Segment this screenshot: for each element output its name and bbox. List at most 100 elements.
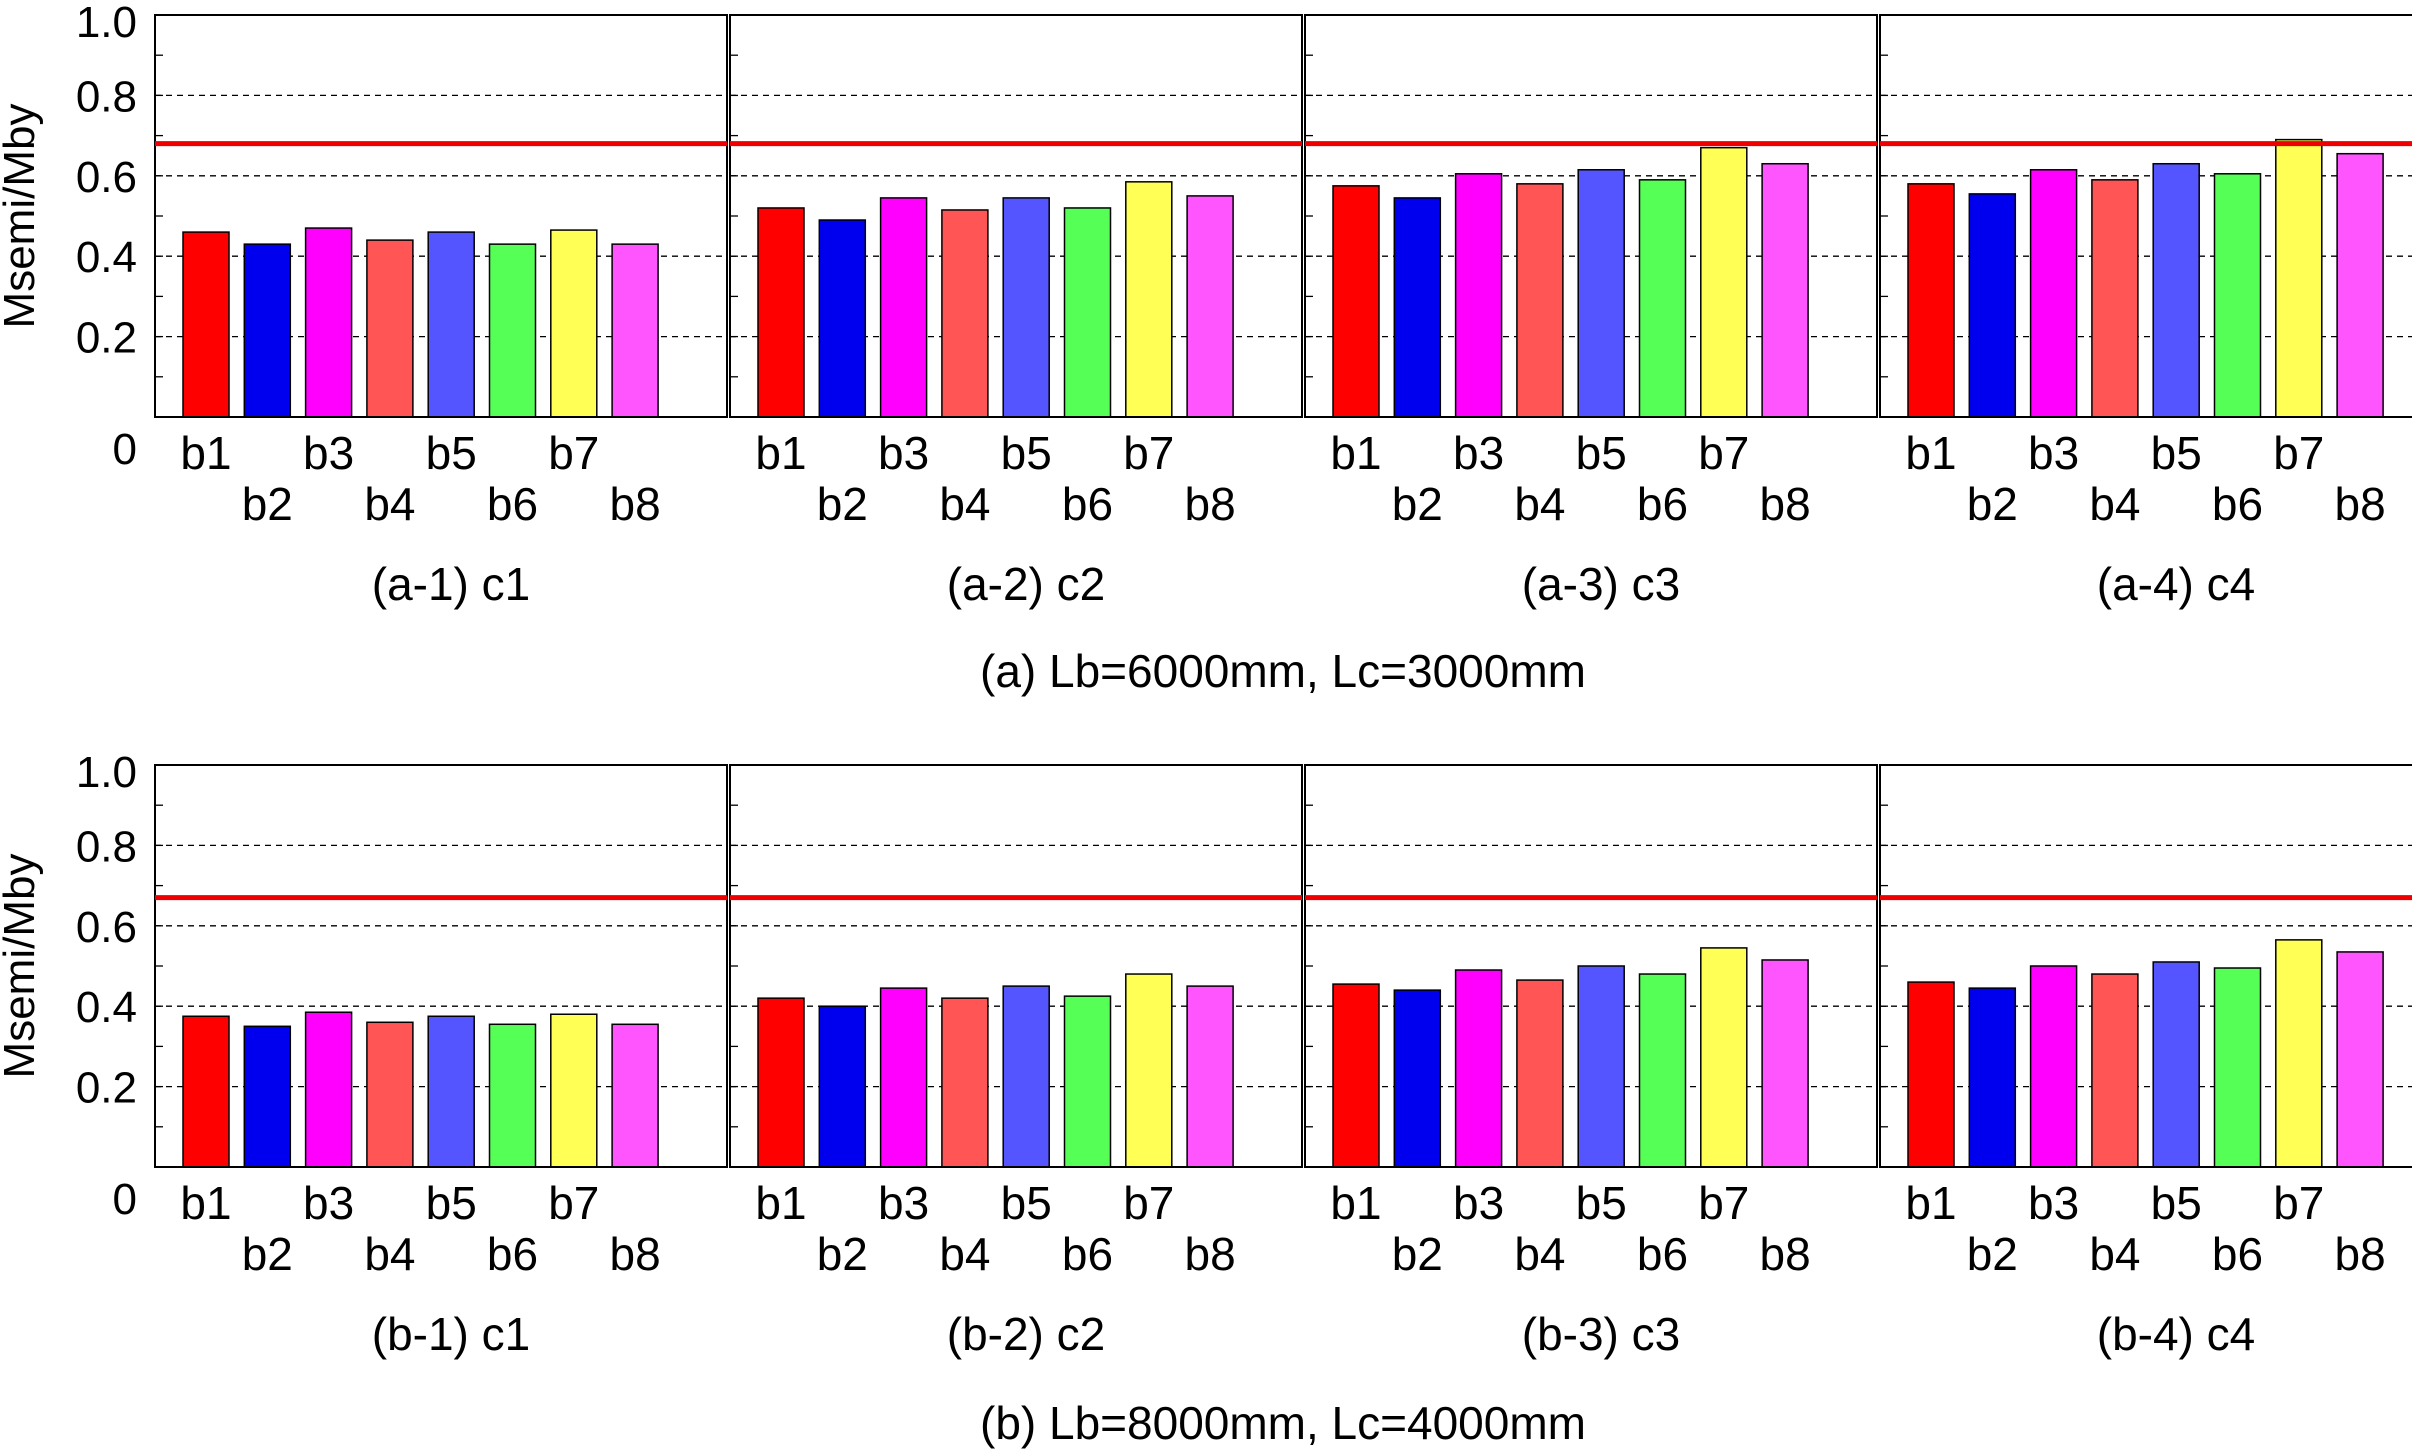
bar-b5 (427, 231, 475, 418)
bar-b4 (366, 239, 414, 418)
x-tick-label: b6 (1062, 478, 1113, 530)
bar-b8 (1186, 195, 1234, 418)
x-tick-label: b6 (2212, 1228, 2263, 1280)
bar-b5 (427, 1015, 475, 1168)
x-tick-label: b7 (1698, 427, 1749, 479)
bar-b6 (488, 243, 537, 418)
bar-b4 (1516, 183, 1564, 418)
bar-b5 (1577, 965, 1625, 1168)
x-tick-label: b7 (1123, 427, 1174, 479)
panel-title: (a-4) c4 (2097, 558, 2255, 610)
x-tick-label: b5 (2151, 1177, 2202, 1229)
bar-b4 (2091, 973, 2139, 1168)
bar-b2 (1968, 987, 2017, 1168)
bar-b1 (1907, 981, 1955, 1168)
x-tick-label: b6 (487, 1228, 538, 1280)
plot-frame (154, 764, 728, 1168)
bar-b7 (2275, 138, 2323, 418)
plot-frame (1304, 764, 1878, 1168)
bar-b1 (1332, 185, 1380, 418)
bar-b3 (1454, 969, 1503, 1168)
x-tick-label: b2 (817, 478, 868, 530)
panel-title: (b-2) c2 (947, 1308, 1105, 1360)
y-tick-label: 0.8 (76, 822, 137, 871)
x-tick-label: b7 (548, 427, 599, 479)
bar-b5 (2152, 961, 2200, 1168)
y-tick-label: 0.4 (76, 983, 137, 1032)
panel-title: (b-3) c3 (1522, 1308, 1680, 1360)
group-caption-a: (a) Lb=6000mm, Lc=3000mm (980, 645, 1586, 697)
x-tick-label: b6 (1637, 1228, 1688, 1280)
y-tick-label: 0.2 (76, 314, 137, 363)
bar-b8 (1761, 959, 1809, 1168)
y-tick-label: 0 (113, 1175, 137, 1224)
bar-b6 (488, 1023, 537, 1168)
bar-b3 (1454, 173, 1503, 418)
y-tick-label: 1.0 (76, 0, 137, 47)
x-tick-label: b1 (1330, 427, 1381, 479)
plot-frame (729, 764, 1303, 1168)
x-tick-label: b2 (817, 1228, 868, 1280)
x-tick-label: b2 (1967, 1228, 2018, 1280)
bar-b3 (304, 1011, 353, 1168)
bar-b4 (941, 997, 989, 1168)
bar-b8 (2336, 951, 2384, 1168)
bar-b2 (1968, 193, 2017, 418)
bar-b2 (1393, 197, 1442, 418)
group-caption-b: (b) Lb=8000mm, Lc=4000mm (980, 1397, 1586, 1449)
bar-b2 (818, 219, 867, 418)
plot-frame (1879, 764, 2412, 1168)
x-tick-label: b8 (610, 1228, 661, 1280)
bar-b8 (611, 243, 659, 418)
y-tick-label: 1.0 (76, 748, 137, 797)
y-tick-label: 0.6 (76, 153, 137, 202)
x-tick-label: b7 (548, 1177, 599, 1229)
x-tick-label: b7 (1123, 1177, 1174, 1229)
bar-b5 (2152, 162, 2200, 418)
x-tick-label: b6 (487, 478, 538, 530)
x-tick-label: b4 (2089, 478, 2140, 530)
y-tick-label: 0.2 (76, 1064, 137, 1113)
x-tick-label: b5 (2151, 427, 2202, 479)
bar-b1 (182, 231, 230, 418)
y-tick-label: 0.8 (76, 72, 137, 121)
bar-b1 (182, 1015, 230, 1168)
plot-frame (1304, 14, 1878, 418)
y-axis-label: Msemi/Mby (0, 854, 44, 1079)
bar-b6 (1063, 995, 1112, 1168)
y-axis-label: Msemi/Mby (0, 104, 44, 329)
x-tick-label: b3 (878, 1177, 929, 1229)
bar-b5 (1002, 985, 1050, 1168)
x-tick-label: b2 (1392, 478, 1443, 530)
panel-title: (a-2) c2 (947, 558, 1105, 610)
bar-b6 (2213, 173, 2262, 418)
plot-frame (154, 14, 728, 418)
y-tick-label: 0.6 (76, 903, 137, 952)
bar-b7 (550, 1013, 598, 1168)
x-tick-label: b1 (1330, 1177, 1381, 1229)
bar-b8 (2336, 152, 2384, 418)
bar-b4 (941, 209, 989, 418)
bar-b6 (1063, 207, 1112, 418)
x-tick-label: b5 (426, 427, 477, 479)
x-tick-label: b3 (2028, 1177, 2079, 1229)
x-tick-label: b8 (1760, 478, 1811, 530)
bar-b7 (1700, 947, 1748, 1168)
bar-b6 (2213, 967, 2262, 1168)
bar-b8 (1186, 985, 1234, 1168)
bar-b1 (757, 997, 805, 1168)
x-tick-label: b5 (1001, 427, 1052, 479)
panel-title: (a-1) c1 (372, 558, 530, 610)
x-tick-label: b8 (2335, 478, 2386, 530)
bar-b3 (2029, 965, 2078, 1168)
bar-b2 (243, 243, 292, 418)
bar-b1 (1907, 183, 1955, 418)
plot-frame (729, 14, 1303, 418)
x-tick-label: b2 (242, 478, 293, 530)
x-tick-label: b8 (1185, 478, 1236, 530)
